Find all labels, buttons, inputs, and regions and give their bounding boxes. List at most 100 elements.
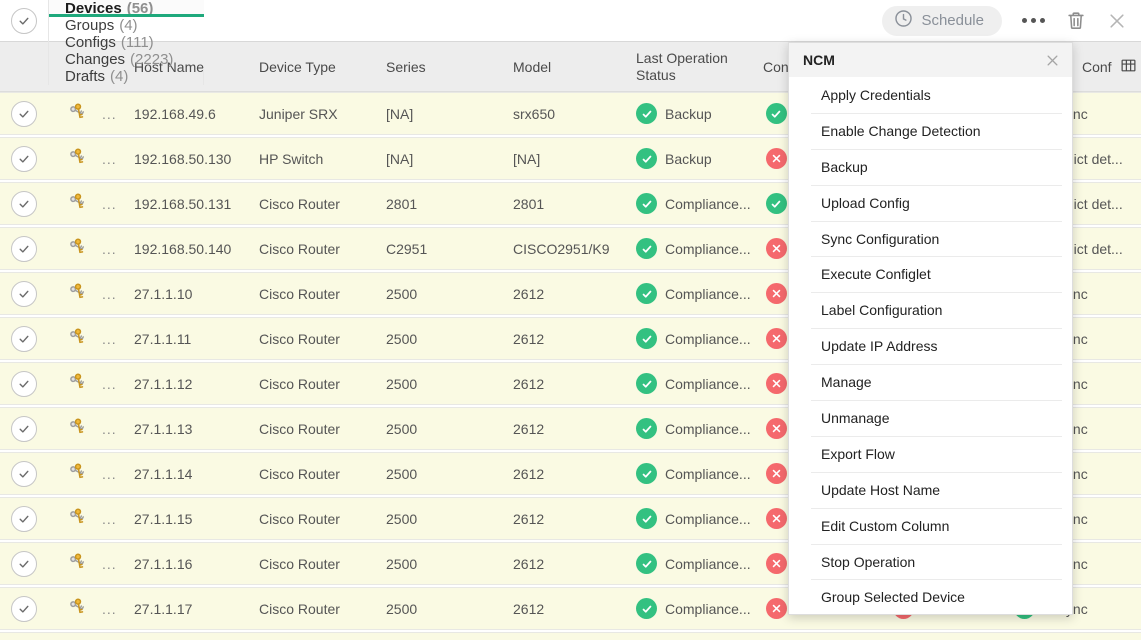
checkmark-circle-icon xyxy=(11,100,37,127)
credentials-keys-icon[interactable] xyxy=(68,282,89,306)
column-chooser-icon[interactable] xyxy=(1120,57,1137,77)
row-more-indicator[interactable]: ... xyxy=(102,330,117,347)
credentials-keys-icon[interactable] xyxy=(68,507,89,531)
ncm-actions-popup: NCM Apply Credentials Enable Change Detec… xyxy=(788,42,1073,615)
menu-item-apply-credentials[interactable]: Apply Credentials xyxy=(821,86,931,103)
cell-model: 2801 xyxy=(513,195,545,212)
credentials-keys-icon[interactable] xyxy=(68,552,89,576)
popup-close-button[interactable] xyxy=(1045,53,1060,68)
close-icon xyxy=(1047,55,1058,65)
tab-drafts[interactable]: Drafts (4) xyxy=(48,68,204,85)
more-actions-button[interactable] xyxy=(1022,18,1045,23)
cell-status-icon xyxy=(752,103,800,124)
row-checkbox[interactable] xyxy=(0,325,48,352)
row-more-indicator[interactable]: ... xyxy=(102,195,117,212)
row-checkbox[interactable] xyxy=(0,505,48,532)
menu-item-label-configuration[interactable]: Label Configuration xyxy=(789,292,1072,328)
row-more-indicator[interactable]: ... xyxy=(102,285,117,302)
credentials-keys-icon[interactable] xyxy=(68,192,89,216)
row-checkbox[interactable] xyxy=(0,280,48,307)
row-checkbox[interactable] xyxy=(0,145,48,172)
row-more-indicator[interactable]: ... xyxy=(102,420,117,437)
row-checkbox[interactable] xyxy=(0,595,48,622)
row-more-indicator[interactable]: ... xyxy=(102,150,117,167)
row-more-indicator[interactable]: ... xyxy=(102,105,117,122)
close-button[interactable] xyxy=(1107,11,1127,31)
row-checkbox[interactable] xyxy=(0,550,48,577)
menu-item-export-flow[interactable]: Export Flow xyxy=(789,435,1072,472)
cell-device-type: Cisco Router xyxy=(259,240,340,257)
cell-device-type: Cisco Router xyxy=(259,285,340,302)
cell-series: 2801 xyxy=(386,195,418,212)
row-checkbox[interactable] xyxy=(0,460,48,487)
last-operation-text: Backup xyxy=(665,150,712,167)
credentials-keys-icon[interactable] xyxy=(68,417,89,441)
credentials-keys-icon[interactable] xyxy=(68,372,89,396)
cell-status-icon xyxy=(752,328,800,349)
row-checkbox[interactable] xyxy=(0,235,48,262)
row-more-indicator[interactable]: ... xyxy=(102,510,117,527)
cell-model: CISCO2951/K9 xyxy=(513,240,610,257)
menu-item-backup[interactable]: Backup xyxy=(789,148,1072,185)
row-credentials-cell xyxy=(48,597,92,621)
credentials-keys-icon[interactable] xyxy=(68,147,89,171)
menu-item-execute-configlet[interactable]: Execute Configlet xyxy=(789,256,1072,292)
tab-changes[interactable]: Changes (2223) xyxy=(48,51,204,68)
cell-series: [NA] xyxy=(386,150,414,167)
row-more-indicator[interactable]: ... xyxy=(102,375,117,392)
cell-status-icon xyxy=(752,598,800,619)
select-all-checkbox[interactable] xyxy=(0,0,48,41)
tab-configs[interactable]: Configs (111) xyxy=(48,34,204,51)
cell-host-name: 27.1.1.13 xyxy=(134,420,193,437)
menu-item-edit-custom-column[interactable]: Edit Custom Column xyxy=(789,507,1072,544)
last-operation-text: Compliance... xyxy=(665,195,751,212)
menu-item-stop-operation[interactable]: Stop Operation xyxy=(789,543,1072,580)
menu-item-update-ip-address[interactable]: Update IP Address xyxy=(789,328,1072,364)
popup-header: NCM xyxy=(789,43,1072,77)
menu-item-sync-configuration[interactable]: Sync Configuration xyxy=(789,220,1072,257)
cell-model: 2612 xyxy=(513,555,545,572)
row-checkbox[interactable] xyxy=(0,415,48,442)
success-check-icon xyxy=(636,508,657,529)
tab-count: (111) xyxy=(120,34,154,51)
row-checkbox[interactable] xyxy=(0,370,48,397)
credentials-keys-icon[interactable] xyxy=(68,102,89,126)
cell-status-icon xyxy=(752,553,800,574)
cell-last-operation-status: Compliance... xyxy=(634,328,752,349)
credentials-keys-icon[interactable] xyxy=(68,327,89,351)
row-more-indicator[interactable]: ... xyxy=(102,600,117,617)
menu-item-upload-config[interactable]: Upload Config xyxy=(789,184,1072,221)
credentials-keys-icon[interactable] xyxy=(68,462,89,486)
tab-groups[interactable]: Groups (4) xyxy=(48,17,204,34)
menu-item-unmanage[interactable]: Unmanage xyxy=(789,400,1072,436)
success-check-icon xyxy=(636,373,657,394)
success-check-icon xyxy=(636,283,657,304)
row-more-indicator[interactable]: ... xyxy=(102,465,117,482)
menu-item-group-selected-device[interactable]: Group Selected Device xyxy=(789,579,1072,615)
row-checkbox[interactable] xyxy=(0,100,48,127)
header-truncated-right: Conf xyxy=(1082,58,1112,75)
cell-series: [NA] xyxy=(386,105,414,122)
schedule-label: Schedule xyxy=(921,12,984,29)
row-more-indicator[interactable]: ... xyxy=(102,555,117,572)
tab-devices[interactable]: Devices (56) xyxy=(48,0,204,17)
header-device-type: Device Type xyxy=(259,58,336,75)
schedule-button[interactable]: Schedule xyxy=(882,5,1002,36)
cell-last-operation-status: Compliance... xyxy=(634,553,752,574)
menu-item-update-host-name[interactable]: Update Host Name xyxy=(789,471,1072,508)
delete-button[interactable] xyxy=(1065,9,1087,32)
cell-last-operation-status: Compliance... xyxy=(634,238,752,259)
cell-model: 2612 xyxy=(513,420,545,437)
credentials-keys-icon[interactable] xyxy=(68,597,89,621)
row-checkbox[interactable] xyxy=(0,190,48,217)
cell-host-name: 27.1.1.14 xyxy=(134,465,193,482)
cell-model: srx650 xyxy=(513,105,556,122)
credentials-keys-icon[interactable] xyxy=(68,237,89,261)
cell-device-type: Cisco Router xyxy=(259,195,340,212)
menu-item-enable-change-detection[interactable]: Enable Change Detection xyxy=(789,112,1072,149)
row-more-indicator[interactable]: ... xyxy=(102,240,117,257)
error-x-icon xyxy=(765,508,787,529)
cell-last-operation-status: Compliance... xyxy=(634,373,752,394)
menu-item-manage[interactable]: Manage xyxy=(789,364,1072,400)
